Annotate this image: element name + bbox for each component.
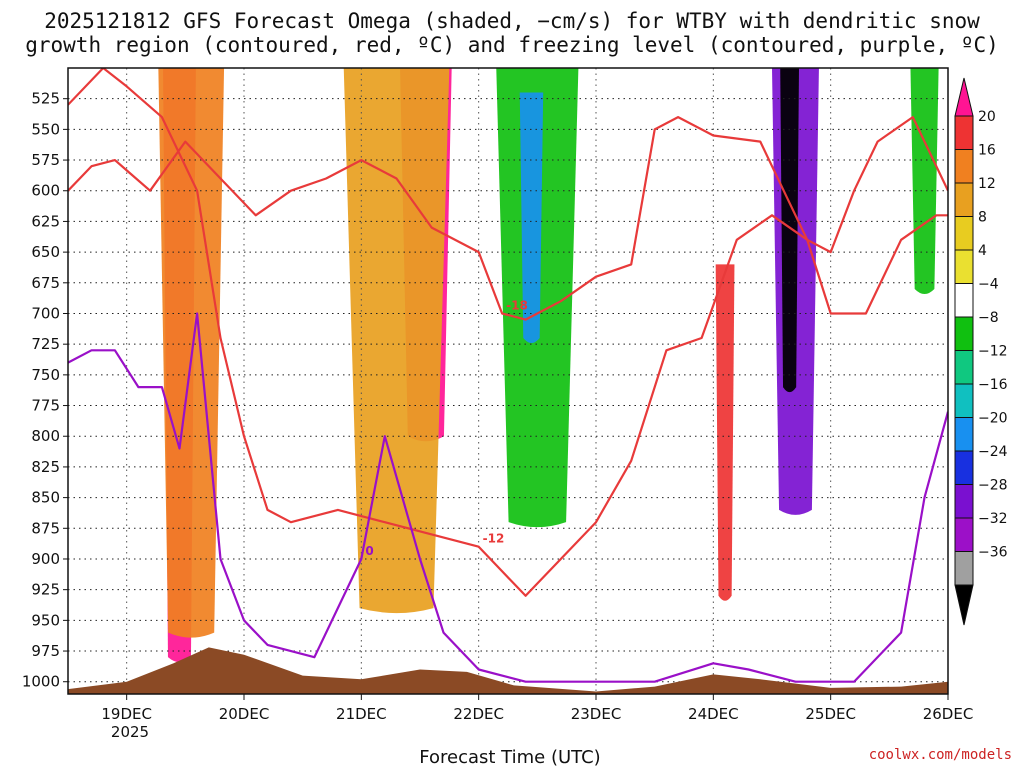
y-axis: 525 550 575 600 625 650 675 700 725 750 775 800 825 8… xyxy=(22,90,68,691)
colorbar-segment-8 xyxy=(954,350,974,385)
contours: -18 -12 0 xyxy=(68,68,948,683)
colorbar-segment-1 xyxy=(954,115,974,150)
x-tick-22DEC: 22DEC xyxy=(453,705,504,723)
freezing-level-contour-label: 0 xyxy=(365,544,373,558)
chart-title-line-2: growth region (contoured, red, ºC) and f… xyxy=(25,33,999,57)
colorbar: 20 16 12 8 4 −4 −8 −12 −16 −20 −24 −28 −32 −36 xyxy=(954,77,1008,626)
y-tick-575: 575 xyxy=(31,151,60,169)
y-tick-925: 925 xyxy=(31,581,60,599)
colorbar-label-5: −4 xyxy=(978,277,999,293)
y-tick-525: 525 xyxy=(31,90,60,108)
dendritic-upper-contour-label: -18 xyxy=(506,298,528,312)
dendritic-lower-contour xyxy=(68,68,948,597)
colorbar-label-13: −36 xyxy=(978,545,1008,561)
x-tick-24DEC: 24DEC xyxy=(688,705,739,723)
chart-title-line-1: 2025121812 GFS Forecast Omega (shaded, −… xyxy=(44,9,980,33)
y-tick-625: 625 xyxy=(31,212,60,230)
colorbar-label-10: −24 xyxy=(978,444,1008,460)
colorbar-bottom-arrow xyxy=(954,584,974,626)
freezing-level-contour xyxy=(68,312,948,683)
y-tick-775: 775 xyxy=(31,397,60,415)
x-tick-20DEC: 20DEC xyxy=(219,705,270,723)
colorbar-segment-14 xyxy=(954,551,974,586)
colorbar-segment-4 xyxy=(954,216,974,251)
colorbar-top-arrow xyxy=(954,77,974,117)
y-tick-1000: 1000 xyxy=(22,673,60,691)
colorbar-segment-3 xyxy=(954,182,974,217)
y-tick-850: 850 xyxy=(31,489,60,507)
grid-lines xyxy=(68,68,948,694)
plot-area: -18 -12 0 xyxy=(68,68,948,694)
y-tick-825: 825 xyxy=(31,458,60,476)
x-tick-26DEC: 26DEC xyxy=(923,705,974,723)
y-tick-900: 900 xyxy=(31,550,60,568)
x-axis-label: Forecast Time (UTC) xyxy=(419,747,600,768)
colorbar-segment-12 xyxy=(954,484,974,519)
colorbar-segment-13 xyxy=(954,517,974,552)
x-axis: 19DEC 20DEC 21DEC 22DEC 23DEC 24DEC 25DEC 26DEC xyxy=(101,694,973,723)
colorbar-label-2: 12 xyxy=(978,176,996,192)
omega-shading xyxy=(158,68,939,663)
colorbar-label-11: −28 xyxy=(978,478,1008,494)
omega-feature-9 xyxy=(910,68,939,294)
colorbar-segment-7 xyxy=(954,316,974,351)
colorbar-label-9: −20 xyxy=(978,411,1008,427)
colorbar-label-12: −32 xyxy=(978,511,1008,527)
dendritic-lower-contour-label: -12 xyxy=(483,532,505,546)
omega-feature-8 xyxy=(780,68,799,393)
x-tick-21DEC: 21DEC xyxy=(336,705,387,723)
colorbar-label-4: 4 xyxy=(978,243,987,259)
y-tick-550: 550 xyxy=(31,120,60,138)
colorbar-label-3: 8 xyxy=(978,210,987,226)
y-tick-600: 600 xyxy=(31,182,60,200)
colorbar-label-7: −12 xyxy=(978,344,1008,360)
y-tick-975: 975 xyxy=(31,642,60,660)
plot-frame xyxy=(67,67,949,695)
y-tick-650: 650 xyxy=(31,243,60,261)
x-year-label: 2025 xyxy=(111,723,149,741)
x-tick-19DEC: 19DEC xyxy=(101,705,152,723)
colorbar-segment-11 xyxy=(954,450,974,485)
colorbar-label-8: −16 xyxy=(978,377,1008,393)
colorbar-segment-2 xyxy=(954,149,974,184)
colorbar-segment-5 xyxy=(954,249,974,284)
colorbar-label-6: −8 xyxy=(978,310,999,326)
y-tick-950: 950 xyxy=(31,611,60,629)
colorbar-label-0: 20 xyxy=(978,109,996,125)
colorbar-segment-10 xyxy=(954,417,974,452)
x-tick-25DEC: 25DEC xyxy=(805,705,856,723)
dendritic-upper-contour xyxy=(68,115,948,321)
y-tick-725: 725 xyxy=(31,335,60,353)
y-tick-750: 750 xyxy=(31,366,60,384)
y-tick-800: 800 xyxy=(31,427,60,445)
x-tick-23DEC: 23DEC xyxy=(571,705,622,723)
colorbar-segment-9 xyxy=(954,383,974,418)
omega-feature-5 xyxy=(519,92,544,344)
colorbar-label-1: 16 xyxy=(978,143,996,159)
credit-text: coolwx.com/models xyxy=(869,747,1012,763)
terrain-ground xyxy=(68,647,948,694)
omega-feature-6 xyxy=(715,264,735,601)
colorbar-segment-6 xyxy=(954,283,974,318)
y-tick-875: 875 xyxy=(31,519,60,537)
omega-feature-3 xyxy=(343,68,450,614)
y-tick-675: 675 xyxy=(31,274,60,292)
y-tick-700: 700 xyxy=(31,304,60,322)
